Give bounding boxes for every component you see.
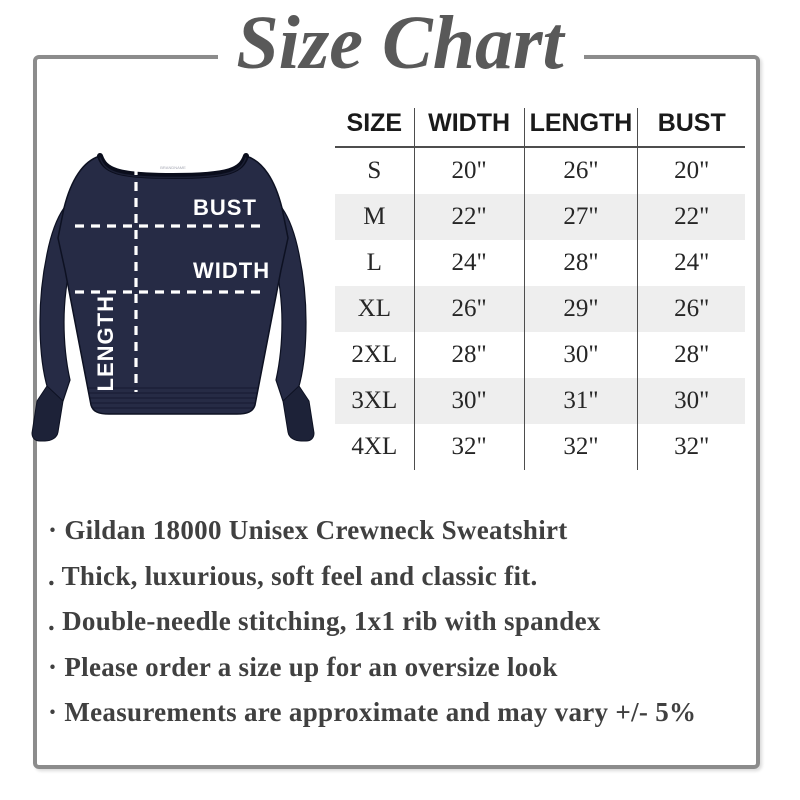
svg-text:BRANDNAME: BRANDNAME xyxy=(160,165,186,170)
